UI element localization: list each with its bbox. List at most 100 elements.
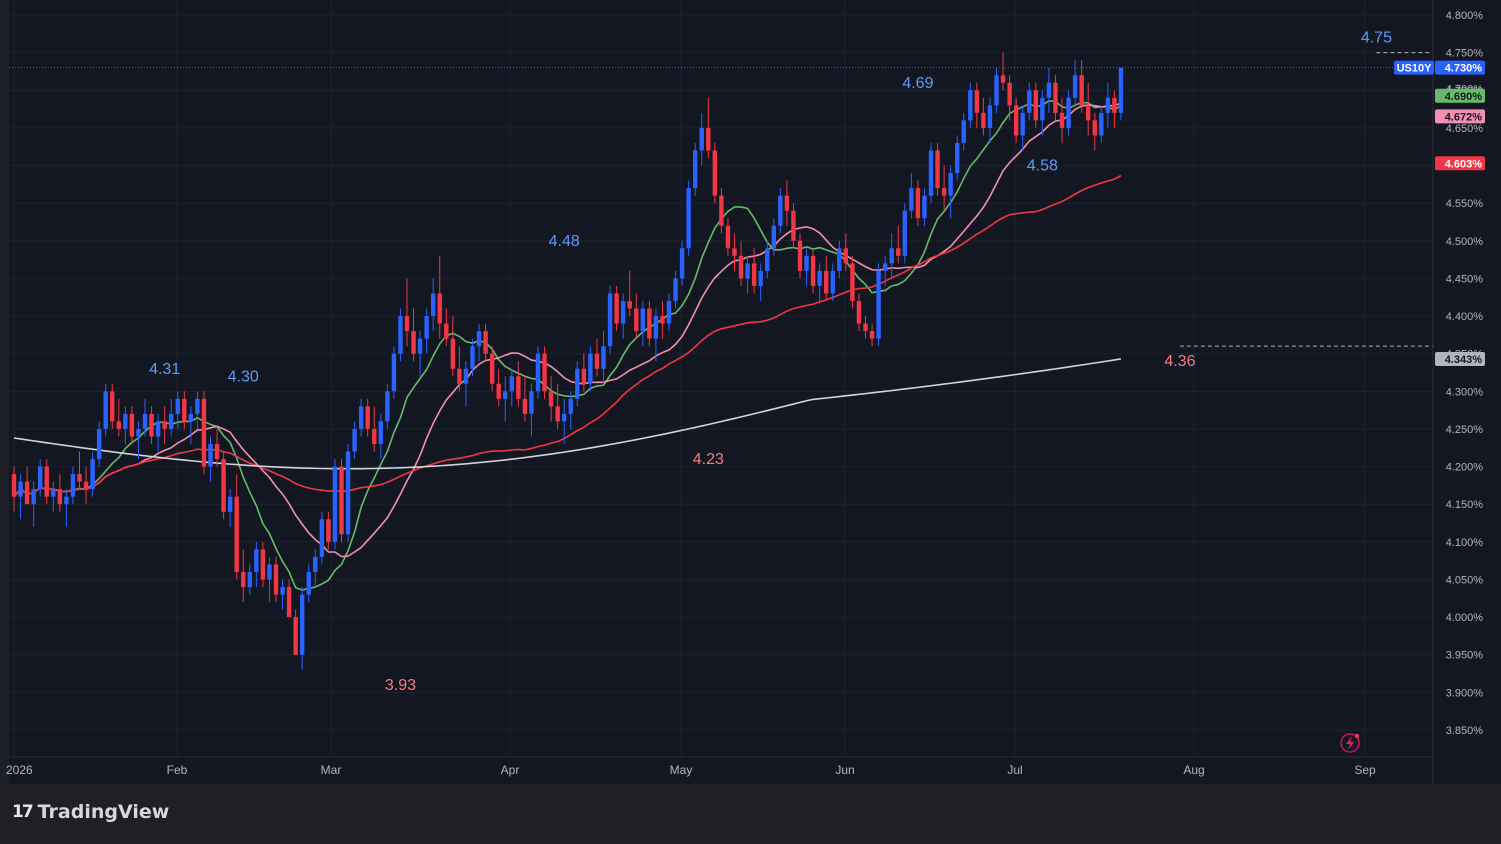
price-axis[interactable] bbox=[1433, 0, 1501, 784]
x-tick-label: May bbox=[670, 763, 693, 777]
y-tick-label: 4.450% bbox=[1446, 273, 1484, 285]
candle bbox=[922, 188, 927, 226]
candle bbox=[817, 263, 822, 301]
candle bbox=[313, 549, 318, 587]
candle bbox=[214, 428, 220, 467]
candle bbox=[915, 180, 921, 226]
candle bbox=[404, 278, 410, 347]
candle bbox=[293, 609, 298, 655]
candle bbox=[273, 556, 279, 603]
time-axis[interactable] bbox=[9, 757, 1433, 784]
candle bbox=[1040, 90, 1045, 136]
candle bbox=[745, 255, 750, 294]
candle bbox=[575, 361, 580, 407]
candle bbox=[1059, 97, 1065, 143]
candle bbox=[221, 451, 226, 520]
candle bbox=[470, 338, 475, 377]
candle bbox=[771, 218, 776, 256]
candle bbox=[483, 323, 488, 362]
candle bbox=[155, 413, 161, 452]
candle bbox=[765, 240, 770, 279]
candle bbox=[896, 225, 901, 264]
svg-text:US10Y: US10Y bbox=[1397, 63, 1433, 75]
candle bbox=[594, 338, 600, 377]
candle bbox=[70, 466, 76, 505]
candle bbox=[247, 564, 252, 595]
candle bbox=[1000, 52, 1006, 91]
svg-text:4.343%: 4.343% bbox=[1445, 354, 1483, 366]
candle bbox=[83, 466, 89, 505]
candle bbox=[627, 270, 632, 317]
candle bbox=[149, 406, 154, 444]
candle bbox=[57, 474, 63, 512]
moving-averages bbox=[13, 99, 1122, 591]
candle bbox=[444, 308, 449, 347]
candle bbox=[286, 579, 292, 618]
candle bbox=[365, 398, 370, 437]
y-tick-label: 3.850% bbox=[1446, 725, 1484, 737]
candle bbox=[784, 180, 790, 226]
candle bbox=[77, 451, 82, 490]
candle bbox=[653, 308, 659, 362]
candle bbox=[981, 97, 986, 136]
candle bbox=[778, 188, 783, 234]
candle bbox=[450, 316, 456, 377]
candle bbox=[634, 293, 639, 339]
candle bbox=[843, 233, 849, 271]
badge-ma_slow: 4.603% bbox=[1435, 156, 1485, 171]
lightning-icon[interactable] bbox=[1340, 733, 1360, 753]
y-tick-label: 4.400% bbox=[1446, 311, 1484, 323]
y-tick-label: 4.200% bbox=[1446, 462, 1484, 474]
candle bbox=[863, 316, 868, 339]
candle bbox=[804, 248, 809, 286]
y-tick-label: 4.650% bbox=[1446, 123, 1484, 135]
candle bbox=[941, 165, 947, 211]
candle bbox=[666, 293, 672, 332]
candle bbox=[110, 383, 115, 429]
y-tick-label: 4.800% bbox=[1446, 10, 1484, 22]
candle bbox=[476, 323, 482, 362]
candle bbox=[738, 240, 744, 286]
candle bbox=[791, 203, 796, 249]
ma-line-ma_fast bbox=[13, 99, 1122, 591]
candle bbox=[1086, 82, 1091, 136]
candle bbox=[1046, 67, 1052, 113]
candle bbox=[1105, 82, 1111, 128]
y-tick-label: 4.250% bbox=[1446, 424, 1484, 436]
candle bbox=[725, 218, 731, 256]
candle bbox=[431, 278, 436, 332]
candle bbox=[339, 459, 344, 542]
x-tick-label: Feb bbox=[167, 763, 188, 777]
candle bbox=[994, 67, 999, 113]
candle bbox=[358, 398, 364, 437]
candle bbox=[391, 346, 397, 399]
candle bbox=[712, 142, 718, 204]
candle bbox=[319, 511, 325, 565]
symbol-badge: US10Y bbox=[1394, 60, 1434, 75]
candle bbox=[280, 579, 285, 610]
candle bbox=[129, 406, 135, 444]
tradingview-logo[interactable]: 17 TradingView bbox=[12, 801, 169, 823]
extreme-label-low: 4.36 bbox=[1164, 353, 1195, 370]
svg-text:4.672%: 4.672% bbox=[1445, 111, 1483, 123]
candle bbox=[241, 549, 246, 603]
candle bbox=[522, 376, 528, 422]
candle bbox=[1092, 112, 1097, 151]
x-tick-label: 2026 bbox=[6, 763, 33, 777]
ma-line-ma_slow bbox=[13, 174, 1122, 498]
candle bbox=[208, 436, 213, 482]
candlestick-chart[interactable]: 4.31 4.30 3.93 4.48 4.23 4.69 4.58 4.36 4.75 4.8… bbox=[0, 0, 1501, 784]
candle bbox=[856, 293, 862, 332]
x-tick-label: Mar bbox=[321, 763, 342, 777]
plot-area[interactable] bbox=[9, 0, 1433, 757]
x-tick-label: Apr bbox=[501, 763, 520, 777]
candle bbox=[496, 368, 501, 407]
candle bbox=[267, 556, 272, 603]
extreme-label-high: 4.30 bbox=[228, 368, 259, 385]
candle bbox=[51, 481, 56, 512]
candle bbox=[824, 255, 829, 301]
candle bbox=[1072, 60, 1078, 106]
annotations: 4.31 4.30 3.93 4.48 4.23 4.69 4.58 4.36 4.75 bbox=[9, 30, 1433, 694]
candle bbox=[1053, 75, 1058, 121]
candle bbox=[90, 451, 95, 497]
